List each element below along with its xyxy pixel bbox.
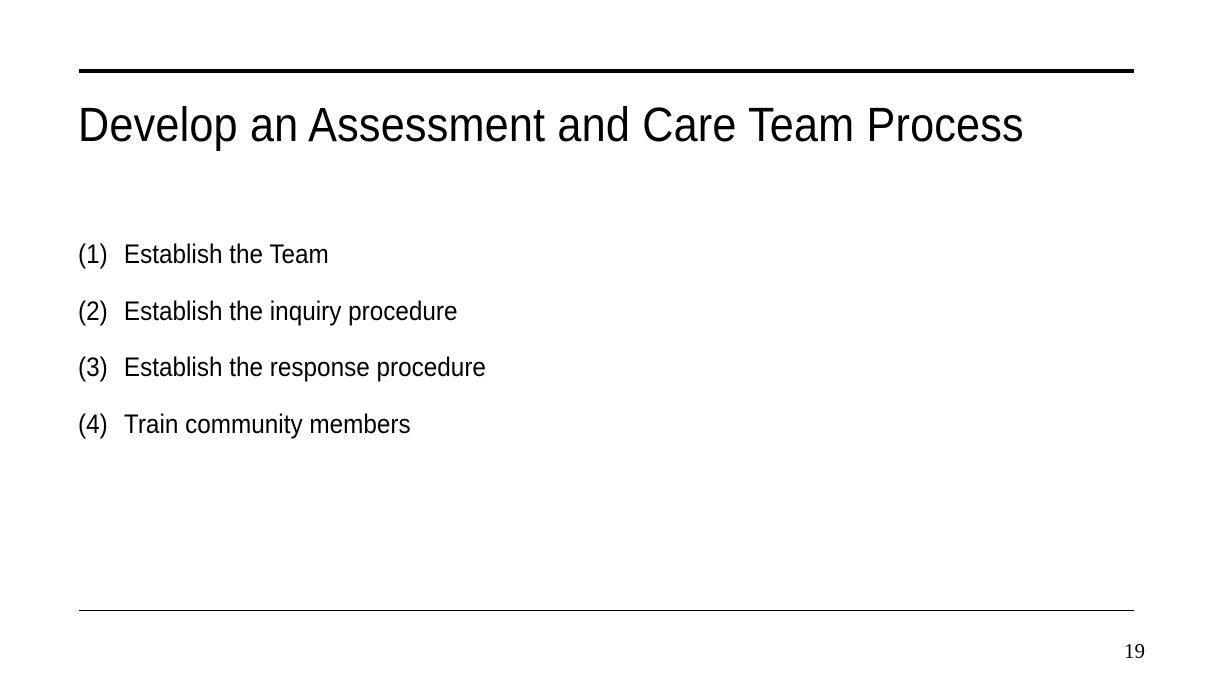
slide-title: Develop an Assessment and Care Team Proc… — [78, 99, 1024, 152]
step-number: (4) — [78, 408, 108, 439]
footer-rule — [79, 610, 1134, 611]
list-item-establish-team: (1) Establish the Team — [78, 236, 486, 293]
page-number: 19 — [1124, 639, 1145, 663]
list-item-train-community: (4) Train community members — [78, 406, 486, 463]
step-text: Establish the response procedure — [123, 352, 486, 382]
step-text: Establish the Team — [123, 239, 329, 269]
step-text: Establish the inquiry procedure — [123, 295, 458, 326]
list-item-inquiry-procedure: (2) Establish the inquiry procedure — [78, 293, 486, 350]
step-number: (2) — [78, 295, 108, 326]
list-item-response-procedure: (3) Establish the response procedure — [78, 349, 486, 406]
title-top-rule — [79, 69, 1134, 73]
step-text: Train community members — [123, 408, 411, 439]
step-number: (3) — [78, 352, 108, 382]
process-step-list: (1) Establish the Team (2) Establish the… — [78, 236, 531, 462]
step-number: (1) — [78, 239, 108, 269]
